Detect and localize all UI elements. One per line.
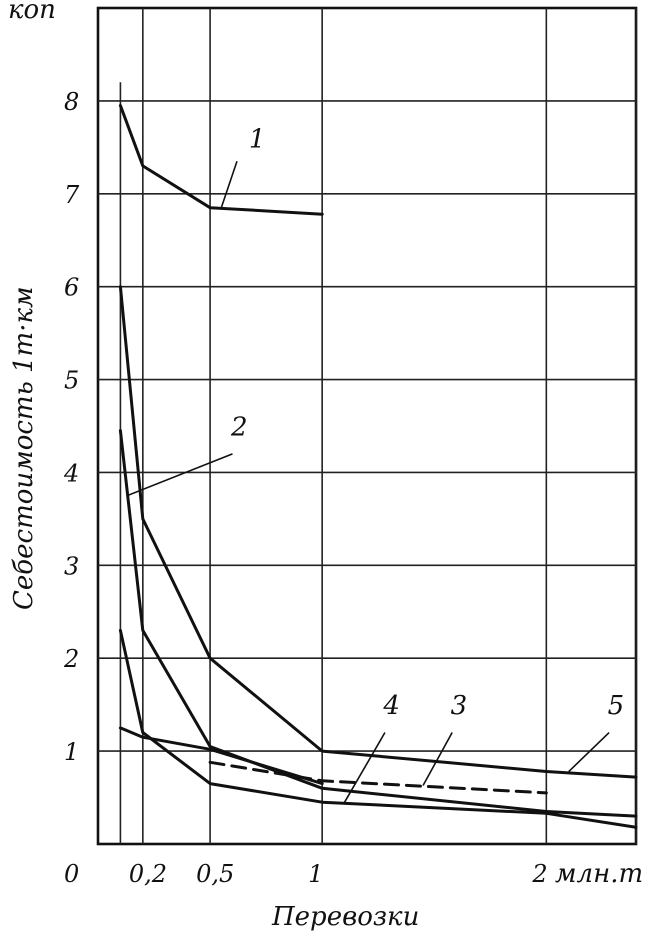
x-tick-label: 2 [531, 860, 547, 888]
leader-line-4 [343, 732, 386, 803]
x-tick-label: 0 [64, 860, 79, 888]
leader-line-3 [422, 732, 453, 786]
x-tick-label: 0,5 [196, 860, 234, 888]
leader-line-1 [220, 161, 238, 208]
curve-label-5: 5 [608, 691, 625, 721]
y-tick-label: 6 [64, 274, 79, 302]
y-tick-label: 7 [64, 181, 80, 209]
y-unit-label: коп [8, 0, 56, 25]
leader-line-5 [568, 731, 610, 773]
x-axis-title: Перевозки [271, 902, 419, 932]
curve-label-2: 2 [230, 412, 248, 442]
y-tick-label: 1 [64, 738, 79, 766]
y-tick-label: 4 [63, 459, 79, 487]
series-line-1 [118, 104, 324, 216]
series-line-3 [118, 429, 638, 818]
leader-line-2 [126, 453, 233, 497]
plot-frame [96, 6, 638, 846]
curve-labels: 1 2 3 4 5 [230, 124, 624, 721]
y-tick-label: 2 [63, 645, 79, 673]
x-unit-label: млн.т [555, 859, 643, 889]
y-tick-labels: 1 2 3 4 5 6 7 8 [63, 88, 80, 766]
grid [96, 6, 638, 846]
curve-label-3: 3 [451, 691, 468, 721]
x-tick-label: 0,2 [129, 860, 167, 888]
series-line-5 [118, 726, 324, 786]
y-axis-title: Себестоимость 1т·км [9, 286, 39, 610]
series-line-2 [118, 285, 638, 779]
x-tick-labels: 0 0,2 0,5 1 2 [64, 860, 548, 888]
curve-label-4: 4 [382, 691, 400, 721]
x-tick-label: 1 [308, 860, 323, 888]
series-line-4 [118, 628, 638, 829]
y-tick-label: 3 [64, 552, 79, 580]
leader-lines [126, 161, 610, 803]
y-tick-label: 8 [64, 88, 79, 116]
y-tick-label: 5 [64, 367, 79, 395]
curve-label-1: 1 [249, 124, 266, 154]
series-layer [118, 104, 638, 829]
